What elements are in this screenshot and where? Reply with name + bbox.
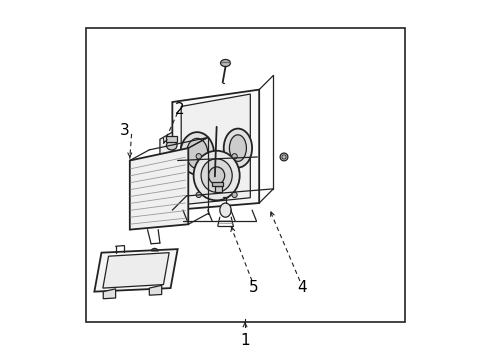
Ellipse shape xyxy=(224,129,252,168)
Text: 1: 1 xyxy=(240,333,250,348)
Bar xyxy=(212,182,223,186)
Bar xyxy=(215,186,222,192)
Ellipse shape xyxy=(232,192,237,198)
Ellipse shape xyxy=(209,167,225,184)
Polygon shape xyxy=(160,132,172,182)
Polygon shape xyxy=(149,285,162,295)
Polygon shape xyxy=(103,289,116,299)
Ellipse shape xyxy=(151,248,158,253)
Ellipse shape xyxy=(196,154,201,159)
Ellipse shape xyxy=(167,141,177,150)
Ellipse shape xyxy=(220,59,230,67)
Text: 2: 2 xyxy=(174,102,184,117)
Ellipse shape xyxy=(220,203,231,217)
Polygon shape xyxy=(95,249,178,292)
Text: 5: 5 xyxy=(249,280,259,294)
Ellipse shape xyxy=(194,151,240,201)
Polygon shape xyxy=(172,90,259,210)
Ellipse shape xyxy=(201,159,232,192)
Polygon shape xyxy=(103,253,169,288)
Ellipse shape xyxy=(196,192,201,198)
Polygon shape xyxy=(181,94,250,205)
Ellipse shape xyxy=(280,153,288,161)
Bar xyxy=(85,28,405,322)
Ellipse shape xyxy=(180,132,214,175)
Text: 4: 4 xyxy=(297,280,307,294)
Ellipse shape xyxy=(187,138,208,168)
Ellipse shape xyxy=(229,135,246,161)
Ellipse shape xyxy=(282,155,286,159)
Text: 3: 3 xyxy=(120,123,129,138)
Bar xyxy=(167,136,177,142)
Ellipse shape xyxy=(232,154,237,159)
Polygon shape xyxy=(130,148,188,230)
